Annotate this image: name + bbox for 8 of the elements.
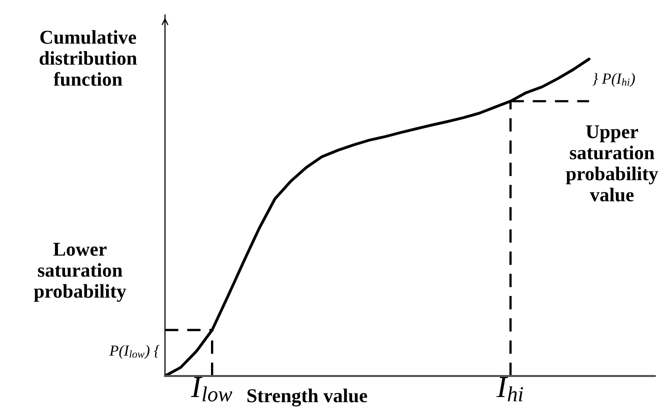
annotation: Upper saturation probability value xyxy=(566,125,658,202)
annotation: } P(I$_{hi}$) xyxy=(592,72,635,87)
text: Lower saturation probability xyxy=(34,242,126,302)
annotation: P(I$_{low}$) { xyxy=(109,344,160,359)
x-axis-title: Strength value xyxy=(247,388,368,406)
y-axis-title: Cumulative distribution function xyxy=(40,30,137,86)
x-tick-label: I$_{hi}$ xyxy=(496,377,524,402)
x-tick-label: I$_{low}$ xyxy=(190,377,232,402)
